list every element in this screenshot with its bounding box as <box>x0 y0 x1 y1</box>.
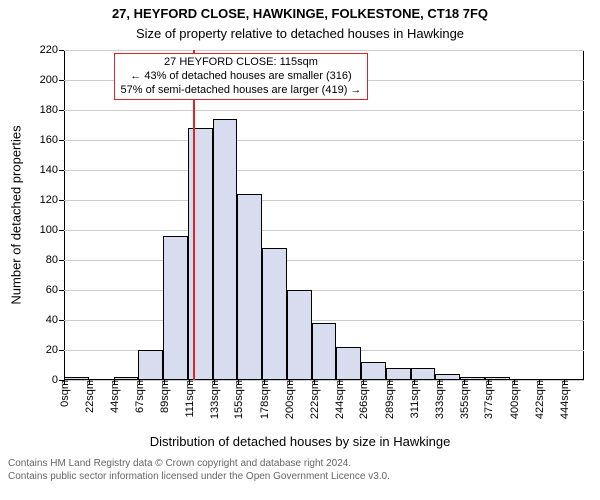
xtick-label: 333sqm <box>432 380 446 419</box>
y-axis-label: Number of detached properties <box>9 125 24 304</box>
xtick-label: 111sqm <box>182 380 196 418</box>
histogram-bar <box>163 236 188 380</box>
histogram-chart: 27, HEYFORD CLOSE, HAWKINGE, FOLKESTONE,… <box>0 0 600 500</box>
xtick-label: 44sqm <box>107 380 121 413</box>
histogram-bar <box>262 248 287 380</box>
xtick-label: 289sqm <box>382 380 396 419</box>
xtick-label: 222sqm <box>307 380 321 419</box>
histogram-bar <box>138 350 163 380</box>
xtick-label: 311sqm <box>407 380 421 418</box>
histogram-bar <box>114 377 139 380</box>
histogram-bar <box>485 377 510 380</box>
histogram-bar <box>336 347 361 380</box>
x-axis-label: Distribution of detached houses by size … <box>0 434 600 449</box>
histogram-bar <box>411 368 436 380</box>
xtick-label: 422sqm <box>532 380 546 419</box>
xtick-label: 22sqm <box>82 380 96 413</box>
xtick-label: 444sqm <box>557 380 571 419</box>
xtick-label: 67sqm <box>132 380 146 413</box>
chart-title: 27, HEYFORD CLOSE, HAWKINGE, FOLKESTONE,… <box>0 6 600 21</box>
annotation-line1: 27 HEYFORD CLOSE: 115sqm <box>121 56 362 70</box>
xtick-label: 0sqm <box>57 380 71 407</box>
ytick-label: 40 <box>46 314 64 326</box>
chart-subtitle: Size of property relative to detached ho… <box>0 26 600 41</box>
gridline <box>64 50 584 51</box>
gridline <box>64 140 584 141</box>
histogram-bar <box>361 362 386 380</box>
histogram-bar <box>237 194 262 380</box>
ytick-label: 140 <box>40 164 64 176</box>
histogram-bar <box>435 374 460 380</box>
ytick-label: 80 <box>46 254 64 266</box>
annotation-box: 27 HEYFORD CLOSE: 115sqm← 43% of detache… <box>114 53 369 100</box>
xtick-label: 89sqm <box>157 380 171 413</box>
ytick-label: 20 <box>46 344 64 356</box>
histogram-bar <box>460 377 485 380</box>
histogram-bar <box>188 128 213 380</box>
gridline <box>64 110 584 111</box>
annotation-line2: ← 43% of detached houses are smaller (31… <box>121 70 362 84</box>
xtick-label: 178sqm <box>257 380 271 419</box>
ytick-label: 220 <box>40 44 64 56</box>
xtick-label: 244sqm <box>332 380 346 419</box>
histogram-bar <box>386 368 411 380</box>
footer-line1: Contains HM Land Registry data © Crown c… <box>8 458 390 471</box>
xtick-label: 377sqm <box>481 380 495 419</box>
gridline <box>64 260 584 261</box>
ytick-label: 180 <box>40 104 64 116</box>
xtick-label: 155sqm <box>231 380 245 419</box>
ytick-label: 200 <box>40 74 64 86</box>
ytick-label: 120 <box>40 194 64 206</box>
gridline <box>64 320 584 321</box>
xtick-label: 200sqm <box>282 380 296 419</box>
gridline <box>64 290 584 291</box>
histogram-bar <box>64 377 89 380</box>
ytick-label: 160 <box>40 134 64 146</box>
histogram-bar <box>213 119 238 380</box>
plot-area: 0204060801001201401601802002200sqm22sqm4… <box>64 50 584 380</box>
xtick-label: 266sqm <box>356 380 370 419</box>
annotation-line3: 57% of semi-detached houses are larger (… <box>121 84 362 98</box>
histogram-bar <box>287 290 312 380</box>
gridline <box>64 200 584 201</box>
histogram-bar <box>312 323 337 380</box>
xtick-label: 355sqm <box>457 380 471 419</box>
footer-line2: Contains public sector information licen… <box>8 471 390 484</box>
ytick-label: 60 <box>46 284 64 296</box>
xtick-label: 400sqm <box>507 380 521 419</box>
footer-attribution: Contains HM Land Registry data © Crown c… <box>8 458 390 483</box>
gridline <box>64 230 584 231</box>
ytick-label: 100 <box>40 224 64 236</box>
xtick-label: 133sqm <box>207 380 221 419</box>
gridline <box>64 170 584 171</box>
